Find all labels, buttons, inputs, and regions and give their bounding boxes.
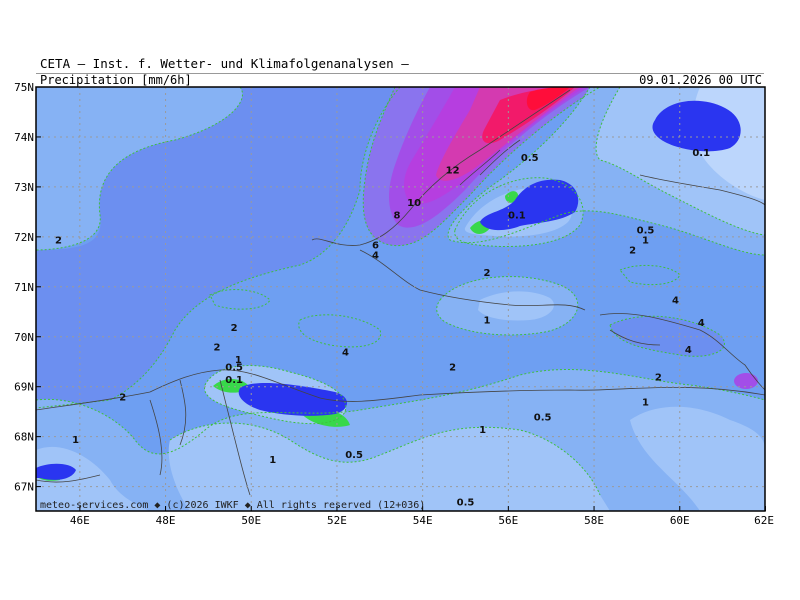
contour-value-label: 4	[698, 318, 705, 329]
precip-field-1-west	[36, 87, 243, 250]
contour-value-label: 4	[685, 345, 692, 356]
contour-value-label: 4	[372, 250, 379, 261]
precip-fields	[36, 87, 765, 511]
blue-core-3	[238, 383, 348, 416]
lon-tick-label: 60E	[670, 514, 690, 527]
contour-value-label: 0.5	[345, 450, 363, 461]
contour-value-label: 8	[393, 210, 400, 221]
contour-value-label: 2	[483, 268, 490, 279]
lat-tick-label: 74N	[14, 131, 34, 144]
contour-value-label: 1	[479, 425, 486, 436]
coastlines	[36, 89, 765, 496]
axis-labels: 75N 74N 73N 72N 71N 70N 69N 68N 67N 46E 48E 50E 52E 5…	[14, 81, 774, 527]
contour-value-label: 6	[372, 240, 379, 251]
lon-tick-label: 52E	[327, 514, 347, 527]
precip-field-16	[482, 87, 575, 144]
parameter-label: Precipitation [mm/6h]	[40, 73, 192, 87]
contour-labels: 2212210.50.1140.5210.50.564810120.50.121…	[55, 148, 710, 509]
contour-value-label: 0.5	[457, 498, 475, 509]
blue-core-2	[652, 100, 741, 152]
contour-value-label: 1	[269, 455, 276, 466]
graticule	[36, 87, 765, 511]
green-edge-2	[505, 191, 519, 203]
contour-value-label: 1	[483, 315, 490, 326]
contour-value-label: 1	[235, 355, 242, 366]
contour-value-label: 1	[72, 435, 79, 446]
map-frame	[35, 86, 766, 512]
lat-tick-label: 69N	[14, 381, 34, 394]
precip-field-05-lens	[478, 291, 554, 321]
contour-value-label: 0.1	[692, 148, 710, 159]
contour-value-label: 2	[655, 373, 662, 384]
contour-lines	[36, 87, 765, 496]
contour-value-label: 0.5	[225, 363, 243, 374]
lon-tick-label: 48E	[156, 514, 176, 527]
lat-tick-label: 67N	[14, 481, 34, 494]
contour-value-label: 0.1	[225, 375, 243, 386]
lat-tick-label: 73N	[14, 181, 34, 194]
lat-tick-label: 75N	[14, 81, 34, 94]
footer-credit: meteo-services.com ◆ (c)2026 IWKF ◆ All …	[40, 500, 426, 511]
lon-tick-label: 50E	[241, 514, 261, 527]
contour-value-label: 1	[642, 398, 649, 409]
contour-value-label: 4	[342, 348, 349, 359]
contour-value-label: 0.5	[534, 413, 552, 424]
contour-value-label: 2	[55, 235, 62, 246]
contour-value-label: 0.5	[637, 225, 655, 236]
precip-field-20	[526, 87, 570, 111]
lon-tick-label: 58E	[584, 514, 604, 527]
precip-field-4	[36, 87, 400, 408]
page-title: CETA — Inst. f. Wetter- und Klimafolgena…	[40, 56, 409, 71]
contour-value-label: 1	[642, 235, 649, 246]
lat-tick-label: 71N	[14, 281, 34, 294]
contour-value-label: 2	[629, 245, 636, 256]
contour-value-label: 2	[213, 343, 220, 354]
contour-value-label: 2	[449, 363, 456, 374]
contour-value-label: 2	[119, 393, 126, 404]
precip-field-05-south	[36, 423, 610, 511]
valid-time: 09.01.2026 00 UTC	[639, 73, 762, 87]
lon-tick-label: 62E	[754, 514, 774, 527]
contour-value-label: 2	[231, 323, 238, 334]
contour-value-label: 12	[446, 165, 460, 176]
contour-value-label: 4	[672, 295, 679, 306]
precip-field-05-east	[630, 406, 765, 511]
precip-spot-east-2	[734, 373, 758, 389]
contour-value-label: 0.5	[521, 153, 539, 164]
lat-tick-label: 70N	[14, 331, 34, 344]
lat-tick-label: 72N	[14, 231, 34, 244]
lon-tick-label: 54E	[413, 514, 433, 527]
contour-value-label: 0.1	[508, 210, 526, 221]
lon-tick-label: 56E	[498, 514, 518, 527]
blue-core-4	[36, 463, 76, 480]
lon-tick-label: 46E	[70, 514, 90, 527]
lat-tick-label: 68N	[14, 431, 34, 444]
contour-value-label: 10	[407, 198, 421, 209]
